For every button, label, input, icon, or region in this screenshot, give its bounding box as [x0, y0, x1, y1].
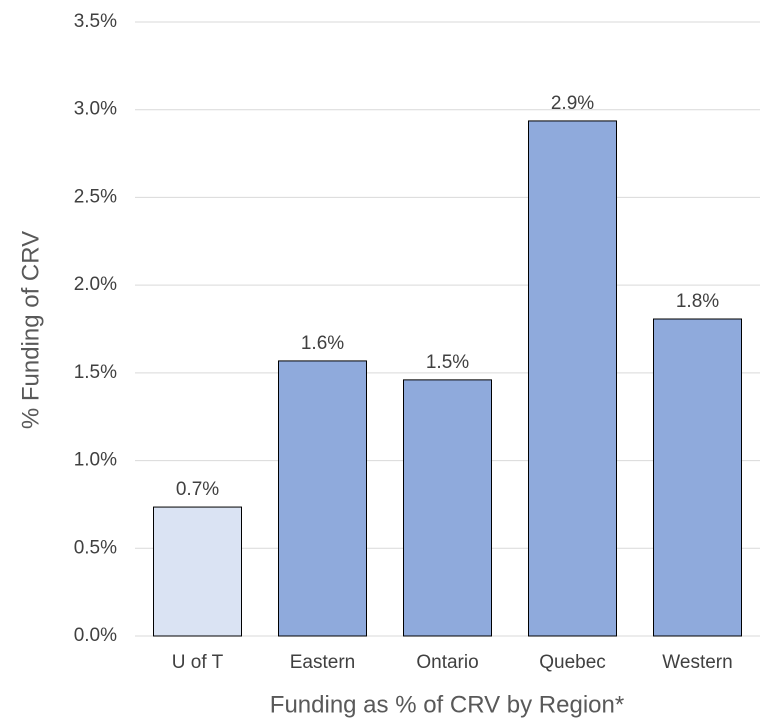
- y-tick-label: 1.5%: [74, 362, 117, 383]
- y-tick-label: 2.5%: [74, 186, 117, 207]
- bar: [153, 506, 242, 637]
- value-label: 1.5%: [426, 352, 469, 373]
- x-tick-label: Quebec: [539, 652, 606, 673]
- bar: [528, 120, 617, 637]
- y-axis-title: % Funding of CRV: [17, 231, 44, 429]
- x-axis-title: Funding as % of CRV by Region*: [270, 691, 624, 718]
- y-tick-label: 1.0%: [74, 450, 117, 471]
- bar: [653, 318, 742, 637]
- value-label: 2.9%: [551, 93, 594, 114]
- bar: [278, 360, 367, 637]
- x-tick-label: Eastern: [290, 652, 355, 673]
- value-label: 1.6%: [301, 333, 344, 354]
- bar: [403, 379, 492, 637]
- y-tick-label: 3.5%: [74, 11, 117, 32]
- x-tick-label: Western: [662, 652, 732, 673]
- y-tick-label: 3.0%: [74, 99, 117, 120]
- y-tick-label: 0.0%: [74, 625, 117, 646]
- y-tick-label: 0.5%: [74, 537, 117, 558]
- x-tick-label: Ontario: [416, 652, 478, 673]
- value-label: 0.7%: [176, 479, 219, 500]
- x-tick-label: U of T: [172, 652, 224, 673]
- value-label: 1.8%: [676, 291, 719, 312]
- y-tick-label: 2.0%: [74, 274, 117, 295]
